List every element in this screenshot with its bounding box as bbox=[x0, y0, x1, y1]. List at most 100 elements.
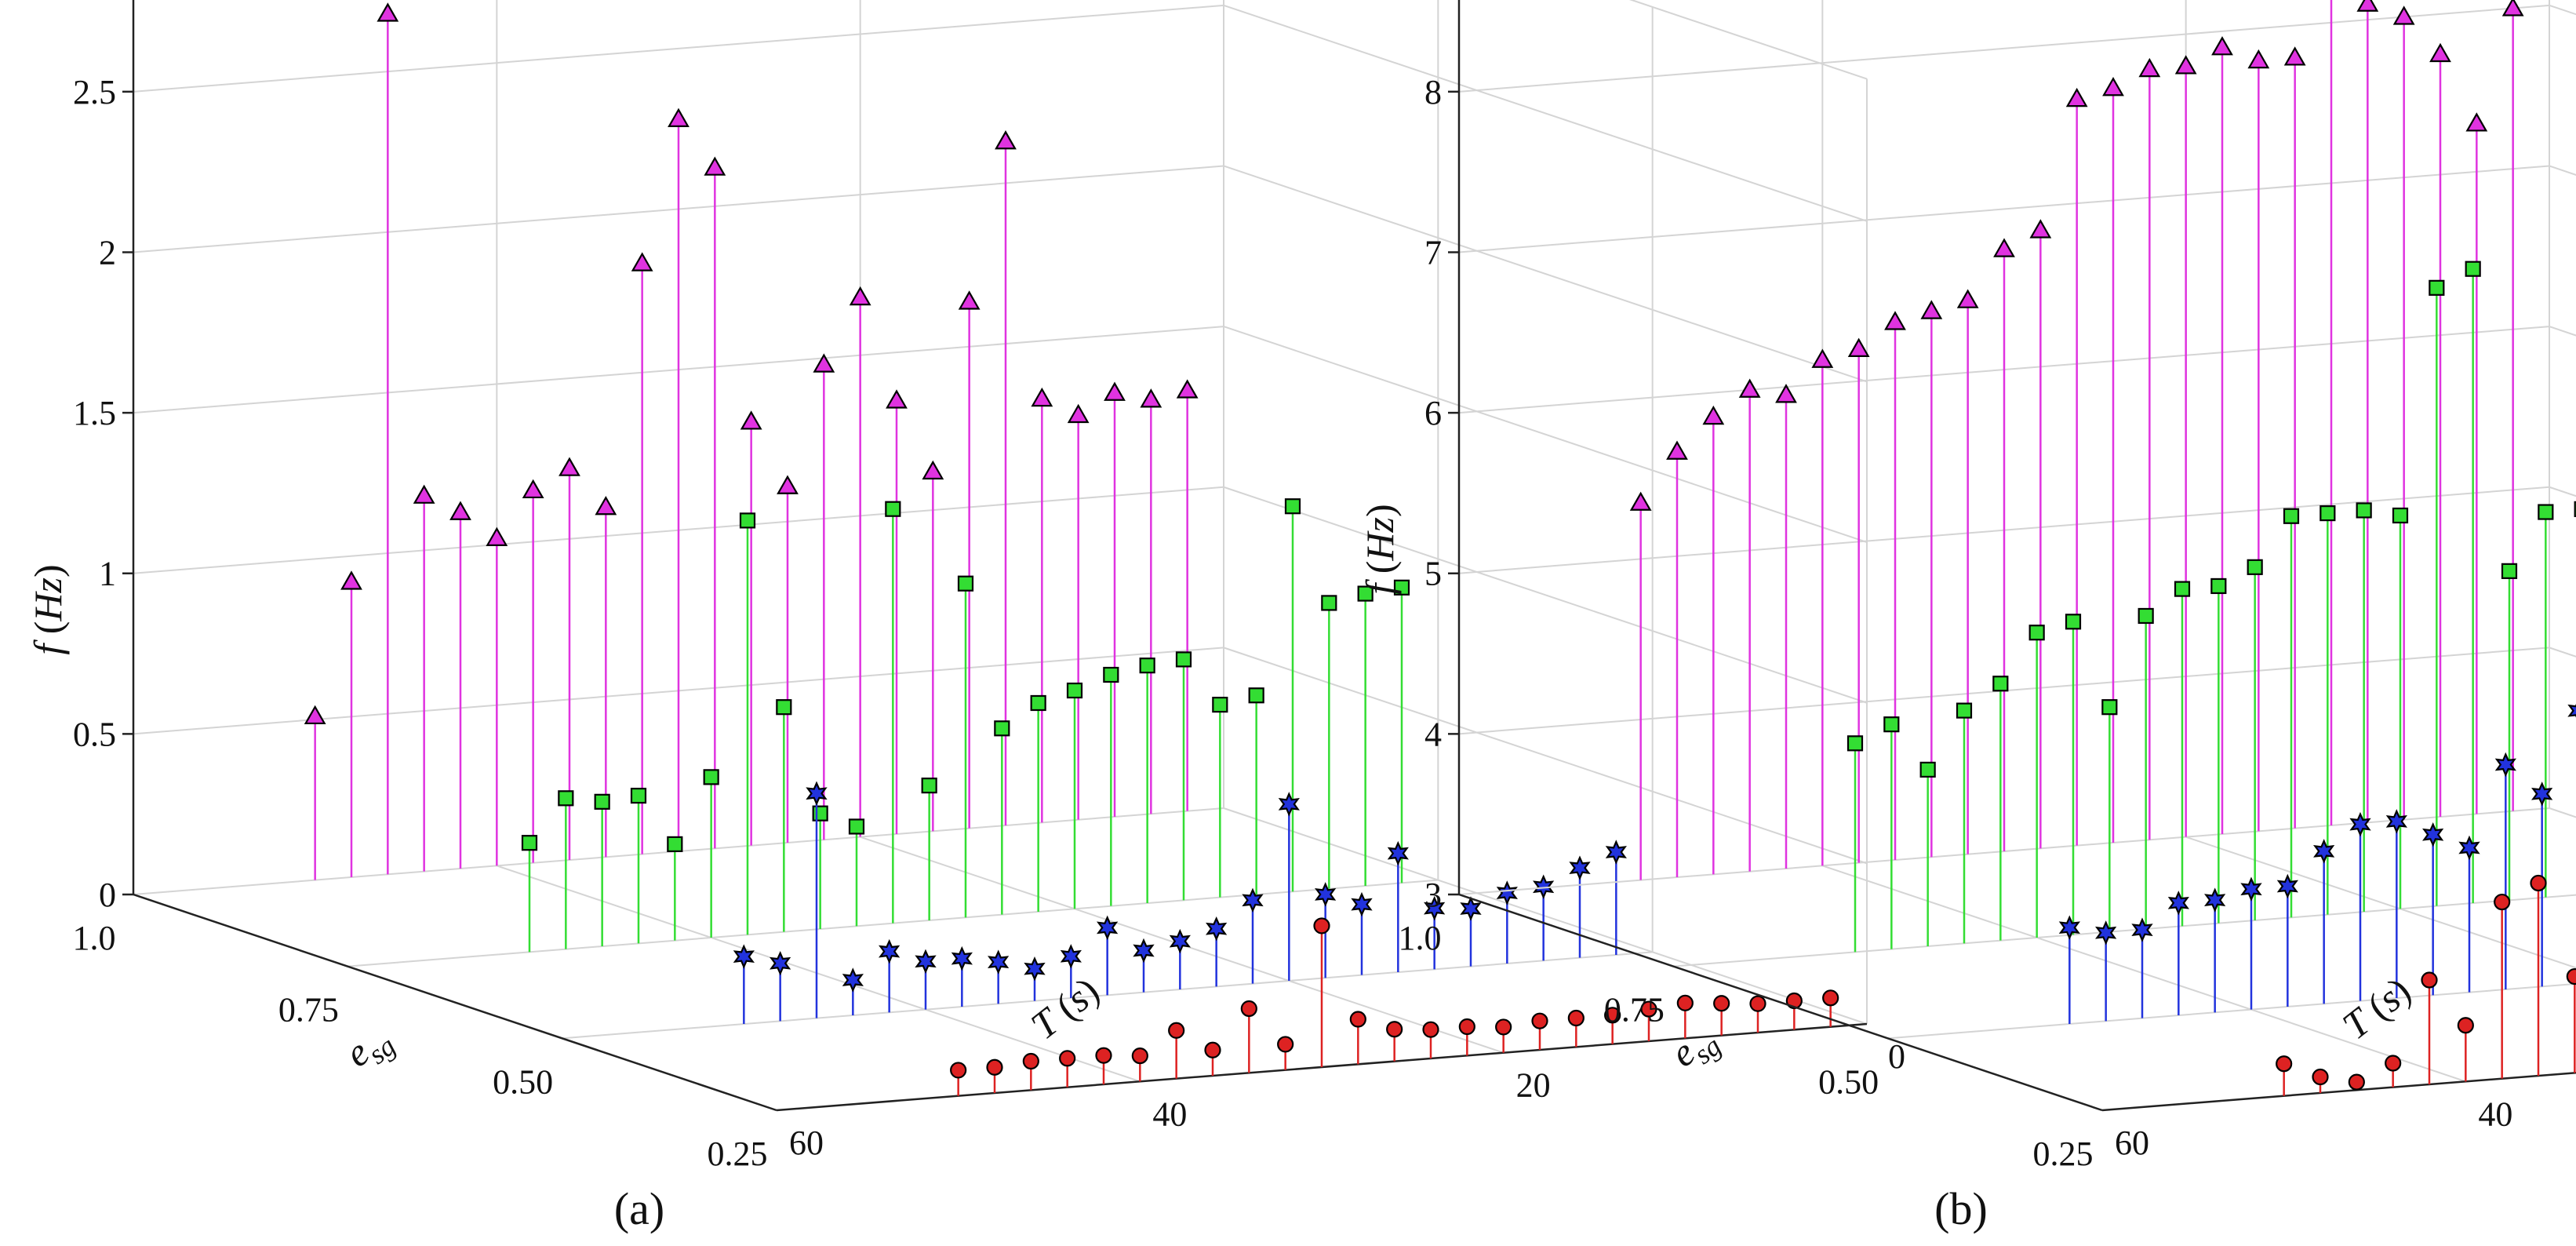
data-point bbox=[1785, 992, 1803, 1010]
z-tick-label: 2.5 bbox=[73, 73, 116, 111]
data-point bbox=[1393, 579, 1410, 596]
data-point bbox=[2530, 874, 2547, 892]
data-point bbox=[776, 699, 792, 716]
data-point bbox=[2283, 46, 2306, 66]
data-point bbox=[1313, 917, 1330, 934]
z-axis-label-b: f (Hz) bbox=[1358, 504, 1402, 594]
data-point bbox=[1822, 989, 1839, 1007]
data-point bbox=[521, 835, 538, 851]
data-point bbox=[885, 501, 901, 517]
data-point bbox=[2319, 505, 2336, 522]
z-tick-label: 2 bbox=[99, 233, 116, 271]
data-point bbox=[1103, 666, 1119, 683]
grid-line bbox=[1223, 486, 1868, 704]
data-point bbox=[2538, 504, 2554, 520]
data-point bbox=[842, 967, 864, 993]
data-point bbox=[733, 944, 755, 969]
y-tick-label: 60 bbox=[2115, 1124, 2149, 1162]
stems-a bbox=[304, 2, 1839, 1096]
data-point bbox=[1248, 687, 1264, 704]
data-point bbox=[2429, 42, 2451, 63]
data-point bbox=[2494, 752, 2516, 778]
data-point bbox=[986, 1058, 1003, 1076]
data-point bbox=[739, 512, 756, 529]
data-point bbox=[2429, 279, 2445, 296]
series-4 bbox=[2276, 874, 2576, 1096]
series-4 bbox=[950, 917, 1839, 1096]
data-point bbox=[1993, 238, 2015, 257]
data-point bbox=[994, 720, 1010, 737]
data-point bbox=[770, 950, 791, 976]
data-point bbox=[2058, 915, 2080, 940]
x-axis-line bbox=[1458, 893, 2103, 1112]
data-point bbox=[595, 496, 617, 516]
data-point bbox=[2247, 559, 2263, 575]
data-point bbox=[1811, 348, 1834, 368]
data-point bbox=[2465, 260, 2481, 277]
data-point bbox=[2174, 581, 2191, 597]
data-point bbox=[2211, 36, 2233, 56]
data-point bbox=[1240, 1000, 1257, 1018]
data-point bbox=[2356, 0, 2379, 12]
data-point bbox=[2574, 501, 2576, 517]
y-tick-label: 0 bbox=[1888, 1037, 1905, 1076]
grid-line bbox=[497, 865, 1141, 1083]
x-tick-label: 1.0 bbox=[1399, 919, 1442, 957]
data-point bbox=[1022, 1052, 1039, 1070]
data-point bbox=[2465, 112, 2488, 132]
data-point bbox=[2392, 5, 2415, 25]
z-tick-label: 4 bbox=[1424, 715, 1442, 753]
data-point bbox=[740, 410, 762, 430]
data-point bbox=[667, 836, 683, 852]
data-point bbox=[304, 705, 326, 725]
z-tick-label: 1.5 bbox=[73, 394, 116, 432]
data-point bbox=[486, 526, 508, 546]
x-tick-label: 0.75 bbox=[278, 991, 339, 1029]
data-point bbox=[2348, 1073, 2365, 1091]
data-point bbox=[1212, 697, 1228, 713]
grid-line bbox=[1822, 865, 2466, 1083]
data-point bbox=[1176, 379, 1199, 399]
x-tick-label: 0.50 bbox=[1818, 1062, 1879, 1101]
data-point bbox=[2312, 1068, 2329, 1086]
panel-label-b: (b) bbox=[1934, 1183, 1988, 1234]
grid-line bbox=[1223, 165, 1868, 383]
data-point bbox=[1956, 289, 1979, 308]
grid-line bbox=[133, 4, 1224, 93]
data-point bbox=[2385, 809, 2407, 834]
data-point bbox=[988, 949, 1010, 975]
y-tick-label: 40 bbox=[1152, 1095, 1187, 1133]
data-point bbox=[2458, 835, 2480, 861]
z-axis-label-a: f (Hz) bbox=[26, 564, 70, 654]
data-point bbox=[2065, 87, 2088, 107]
data-point bbox=[1133, 938, 1155, 964]
data-point bbox=[1883, 716, 1900, 733]
data-point bbox=[813, 353, 835, 373]
data-point bbox=[2567, 703, 2576, 718]
data-point bbox=[1713, 995, 1730, 1012]
panel-label-a: (a) bbox=[614, 1183, 664, 1234]
data-point bbox=[2421, 971, 2438, 989]
x-tick-label: 1.0 bbox=[73, 919, 116, 957]
data-point bbox=[995, 130, 1017, 150]
x-tick-label: 0.50 bbox=[493, 1062, 553, 1101]
data-point bbox=[1604, 1007, 1621, 1024]
data-point bbox=[1458, 1018, 1475, 1036]
data-point bbox=[1460, 896, 1482, 921]
data-point bbox=[2240, 876, 2262, 902]
z-tick-label: 7 bbox=[1424, 233, 1442, 271]
z-tick-label: 6 bbox=[1424, 394, 1442, 432]
data-point bbox=[921, 778, 937, 794]
data-point bbox=[1095, 1047, 1112, 1064]
data-point bbox=[704, 156, 726, 176]
data-point bbox=[2392, 507, 2409, 524]
data-point bbox=[1349, 1011, 1366, 1028]
data-point bbox=[1315, 882, 1337, 907]
z-tick-label: 0 bbox=[99, 876, 116, 914]
data-point bbox=[1775, 384, 1797, 403]
data-point bbox=[849, 286, 871, 306]
data-point bbox=[1531, 1012, 1548, 1029]
x-tick-label: 0.75 bbox=[1604, 991, 1665, 1029]
data-point bbox=[1357, 585, 1374, 602]
